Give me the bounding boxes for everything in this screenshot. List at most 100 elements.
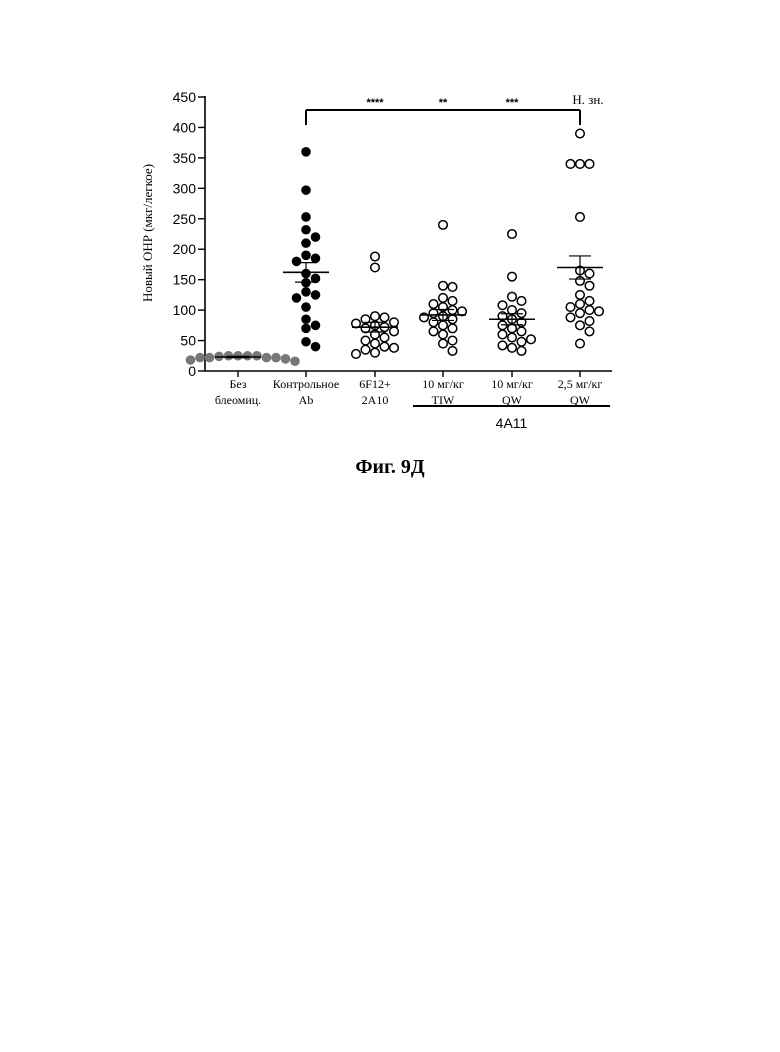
data-point xyxy=(576,213,585,222)
data-point xyxy=(262,353,271,362)
data-point xyxy=(439,281,448,290)
significance-label: *** xyxy=(506,97,520,109)
x-tick-label: 10 мг/кгTIW xyxy=(422,377,464,407)
data-point xyxy=(380,313,389,322)
data-point xyxy=(196,353,205,362)
data-point xyxy=(585,327,594,336)
data-point xyxy=(292,294,301,303)
data-point xyxy=(508,272,517,281)
data-point xyxy=(302,251,311,260)
data-point xyxy=(224,351,233,360)
data-point xyxy=(576,321,585,330)
data-point xyxy=(517,337,526,346)
data-point xyxy=(429,318,438,327)
data-point xyxy=(585,281,594,290)
y-tick-label: 200 xyxy=(173,241,197,257)
x-axis: Безблеомиц.КонтрольноеAb6F12+2A1010 мг/к… xyxy=(205,371,612,407)
scatter-chart: 0 50 100 150 200 250 300 350 400 450 Безблеомиц. К… xyxy=(0,0,780,520)
data-point xyxy=(243,351,252,360)
data-point xyxy=(302,239,311,248)
data-points xyxy=(186,129,603,365)
data-point xyxy=(498,341,507,350)
data-point xyxy=(311,274,320,283)
data-point xyxy=(371,263,380,272)
data-point xyxy=(448,297,457,306)
data-point xyxy=(595,307,604,316)
data-point xyxy=(302,213,311,222)
data-point xyxy=(517,309,526,318)
data-point xyxy=(361,345,370,354)
data-point xyxy=(291,357,300,366)
data-point xyxy=(566,313,575,322)
data-point xyxy=(371,312,380,321)
data-point xyxy=(302,337,311,346)
data-point xyxy=(508,306,517,315)
data-point xyxy=(576,160,585,169)
x-tick-label: КонтрольноеAb xyxy=(273,377,339,407)
x-tick-label: 10 мг/кгQW xyxy=(491,377,533,407)
data-point xyxy=(527,335,536,344)
data-point xyxy=(517,297,526,306)
data-point xyxy=(186,356,195,365)
data-point xyxy=(311,233,320,242)
data-point xyxy=(253,351,262,360)
y-tick-label: 450 xyxy=(173,89,197,105)
y-tick-label: 50 xyxy=(180,333,196,349)
data-point xyxy=(439,339,448,348)
data-point xyxy=(585,269,594,278)
data-point xyxy=(429,327,438,336)
data-point xyxy=(371,348,380,357)
y-tick-label: 350 xyxy=(173,150,197,166)
data-point xyxy=(311,291,320,300)
data-point xyxy=(585,160,594,169)
data-point xyxy=(302,288,311,297)
data-point xyxy=(439,321,448,330)
data-point xyxy=(448,347,457,356)
y-axis-label: Новый ОНР (мкг/легкое) xyxy=(140,164,155,302)
mean-sem-bars xyxy=(215,256,603,358)
data-point xyxy=(585,297,594,306)
data-point xyxy=(508,344,517,353)
significance-label: ** xyxy=(439,97,448,109)
y-tick-label: 250 xyxy=(173,211,197,227)
data-point xyxy=(498,321,507,330)
data-point xyxy=(448,324,457,333)
data-point xyxy=(585,317,594,326)
figure-caption: Фиг. 9Д xyxy=(0,456,780,479)
x-tick-label: Безблеомиц. xyxy=(215,377,261,407)
y-tick-label: 150 xyxy=(173,272,197,288)
y-axis: 0 50 100 150 200 250 300 350 400 450 xyxy=(173,89,205,379)
data-point xyxy=(234,351,243,360)
data-point xyxy=(311,321,320,330)
y-tick-label: 100 xyxy=(173,302,197,318)
data-point xyxy=(361,324,370,333)
data-point xyxy=(311,254,320,263)
data-point xyxy=(508,292,517,301)
data-point xyxy=(302,324,311,333)
data-point xyxy=(439,221,448,230)
data-point xyxy=(429,300,438,309)
data-point xyxy=(302,303,311,312)
data-point xyxy=(361,336,370,345)
data-point xyxy=(371,252,380,261)
data-point xyxy=(448,315,457,324)
data-point xyxy=(390,318,399,327)
data-point xyxy=(576,309,585,318)
data-point xyxy=(439,330,448,339)
data-point xyxy=(508,333,517,342)
data-point xyxy=(517,347,526,356)
data-point xyxy=(292,257,301,266)
x-tick-label: 2,5 мг/кгQW xyxy=(558,377,603,407)
data-point xyxy=(498,330,507,339)
y-tick-label: 0 xyxy=(188,363,196,379)
y-tick-label: 400 xyxy=(173,119,197,135)
significance-label: Н. зн. xyxy=(572,92,603,107)
data-point xyxy=(380,342,389,351)
y-tick-label: 300 xyxy=(173,180,197,196)
data-point xyxy=(448,306,457,315)
group-label: 4A11 xyxy=(496,415,528,431)
data-point xyxy=(281,355,290,364)
data-point xyxy=(576,291,585,300)
data-point xyxy=(380,333,389,342)
data-point xyxy=(448,336,457,345)
